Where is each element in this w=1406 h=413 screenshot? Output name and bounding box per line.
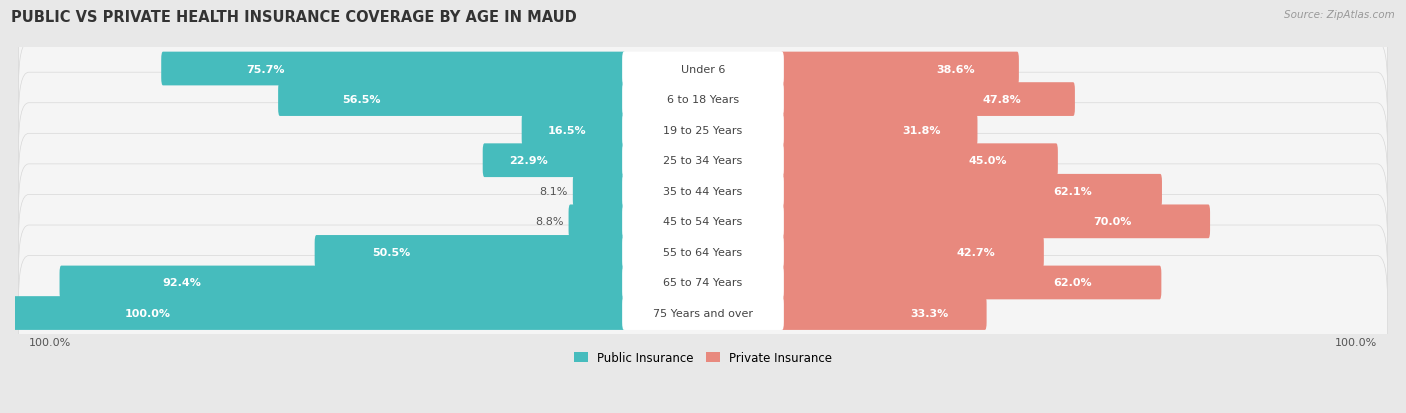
Text: 42.7%: 42.7% — [956, 247, 995, 257]
FancyBboxPatch shape — [18, 12, 1388, 127]
FancyBboxPatch shape — [621, 144, 785, 178]
Text: Source: ZipAtlas.com: Source: ZipAtlas.com — [1284, 10, 1395, 20]
Text: 8.8%: 8.8% — [534, 217, 564, 227]
FancyBboxPatch shape — [482, 144, 626, 178]
Text: 22.9%: 22.9% — [509, 156, 548, 166]
Text: 62.1%: 62.1% — [1053, 186, 1092, 196]
Text: 92.4%: 92.4% — [163, 278, 201, 288]
Text: PUBLIC VS PRIVATE HEALTH INSURANCE COVERAGE BY AGE IN MAUD: PUBLIC VS PRIVATE HEALTH INSURANCE COVER… — [11, 10, 576, 25]
FancyBboxPatch shape — [572, 174, 626, 208]
FancyBboxPatch shape — [780, 266, 1161, 299]
Text: 19 to 25 Years: 19 to 25 Years — [664, 125, 742, 135]
FancyBboxPatch shape — [59, 266, 626, 299]
FancyBboxPatch shape — [780, 83, 1076, 116]
Text: 6 to 18 Years: 6 to 18 Years — [666, 95, 740, 105]
Text: 25 to 34 Years: 25 to 34 Years — [664, 156, 742, 166]
FancyBboxPatch shape — [780, 297, 987, 330]
Text: 50.5%: 50.5% — [371, 247, 411, 257]
Text: 100.0%: 100.0% — [28, 337, 72, 347]
FancyBboxPatch shape — [18, 195, 1388, 310]
Text: 35 to 44 Years: 35 to 44 Years — [664, 186, 742, 196]
FancyBboxPatch shape — [18, 256, 1388, 370]
Text: 45.0%: 45.0% — [969, 156, 1007, 166]
Text: 56.5%: 56.5% — [342, 95, 380, 105]
FancyBboxPatch shape — [780, 144, 1057, 178]
FancyBboxPatch shape — [780, 52, 1019, 86]
FancyBboxPatch shape — [621, 235, 785, 269]
FancyBboxPatch shape — [621, 114, 785, 147]
FancyBboxPatch shape — [162, 52, 626, 86]
Text: 62.0%: 62.0% — [1053, 278, 1091, 288]
FancyBboxPatch shape — [621, 52, 785, 86]
FancyBboxPatch shape — [621, 174, 785, 208]
Text: 8.1%: 8.1% — [540, 186, 568, 196]
FancyBboxPatch shape — [621, 266, 785, 299]
Text: 33.3%: 33.3% — [910, 308, 949, 318]
FancyBboxPatch shape — [18, 225, 1388, 340]
FancyBboxPatch shape — [780, 114, 977, 147]
Text: 47.8%: 47.8% — [981, 95, 1021, 105]
FancyBboxPatch shape — [780, 174, 1161, 208]
FancyBboxPatch shape — [522, 114, 626, 147]
Text: 38.6%: 38.6% — [936, 64, 974, 74]
FancyBboxPatch shape — [18, 43, 1388, 157]
Text: Under 6: Under 6 — [681, 64, 725, 74]
Text: 100.0%: 100.0% — [1334, 337, 1378, 347]
FancyBboxPatch shape — [18, 73, 1388, 188]
Text: 16.5%: 16.5% — [547, 125, 586, 135]
FancyBboxPatch shape — [621, 83, 785, 116]
FancyBboxPatch shape — [780, 235, 1043, 269]
FancyBboxPatch shape — [13, 297, 626, 330]
Text: 55 to 64 Years: 55 to 64 Years — [664, 247, 742, 257]
FancyBboxPatch shape — [568, 205, 626, 239]
Text: 75.7%: 75.7% — [246, 64, 284, 74]
FancyBboxPatch shape — [621, 297, 785, 330]
FancyBboxPatch shape — [278, 83, 626, 116]
Text: 31.8%: 31.8% — [903, 125, 941, 135]
FancyBboxPatch shape — [315, 235, 626, 269]
Text: 45 to 54 Years: 45 to 54 Years — [664, 217, 742, 227]
Text: 75 Years and over: 75 Years and over — [652, 308, 754, 318]
Text: 100.0%: 100.0% — [125, 308, 170, 318]
FancyBboxPatch shape — [18, 104, 1388, 218]
FancyBboxPatch shape — [18, 134, 1388, 249]
FancyBboxPatch shape — [18, 164, 1388, 279]
Text: 70.0%: 70.0% — [1094, 217, 1132, 227]
Legend: Public Insurance, Private Insurance: Public Insurance, Private Insurance — [569, 347, 837, 369]
FancyBboxPatch shape — [621, 205, 785, 239]
FancyBboxPatch shape — [780, 205, 1211, 239]
Text: 65 to 74 Years: 65 to 74 Years — [664, 278, 742, 288]
